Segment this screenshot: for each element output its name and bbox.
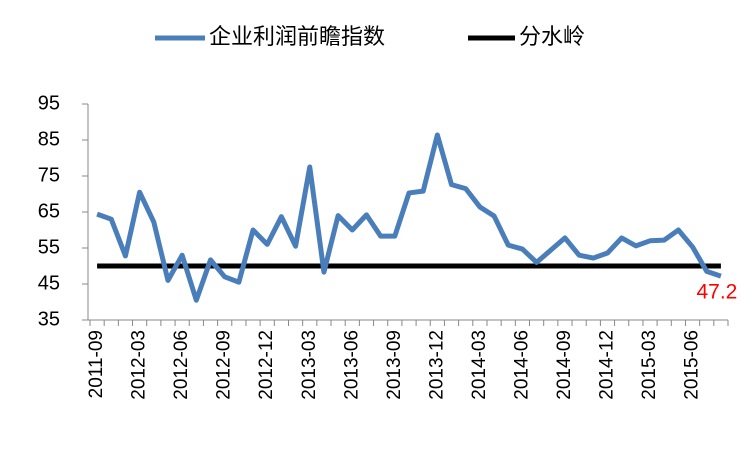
y-tick-label: 55 bbox=[38, 236, 60, 258]
x-tick-label: 2011-09 bbox=[86, 330, 107, 398]
x-tick-label: 2015-06 bbox=[682, 330, 703, 400]
x-tick-label: 2012-12 bbox=[256, 330, 277, 400]
y-tick-label: 95 bbox=[38, 92, 60, 114]
y-tick-label: 35 bbox=[38, 308, 60, 330]
x-tick-label: 2014-06 bbox=[511, 330, 532, 400]
x-tick-label: 2013-06 bbox=[341, 330, 362, 400]
y-tick-label: 75 bbox=[38, 164, 60, 186]
y-tick-label: 45 bbox=[38, 272, 60, 294]
legend-label: 企业利润前瞻指数 bbox=[209, 24, 385, 49]
x-tick-label: 2012-03 bbox=[129, 330, 150, 400]
value-label: 47.2 bbox=[696, 281, 737, 304]
x-tick-label: 2012-06 bbox=[171, 330, 192, 400]
x-tick-label: 2015-03 bbox=[639, 330, 660, 400]
x-tick-label: 2014-03 bbox=[469, 330, 490, 400]
x-tick-label: 2014-09 bbox=[554, 330, 575, 400]
x-tick-label: 2014-12 bbox=[597, 330, 618, 400]
x-tick-label: 2012-09 bbox=[214, 330, 235, 400]
x-tick-label: 2013-12 bbox=[426, 330, 447, 400]
series-line bbox=[96, 132, 722, 303]
legend-label: 分水岭 bbox=[519, 24, 585, 49]
y-tick-label: 85 bbox=[38, 128, 60, 150]
y-tick-label: 65 bbox=[38, 200, 60, 222]
x-tick-label: 2013-09 bbox=[384, 330, 405, 400]
x-tick-label: 2013-03 bbox=[299, 330, 320, 400]
